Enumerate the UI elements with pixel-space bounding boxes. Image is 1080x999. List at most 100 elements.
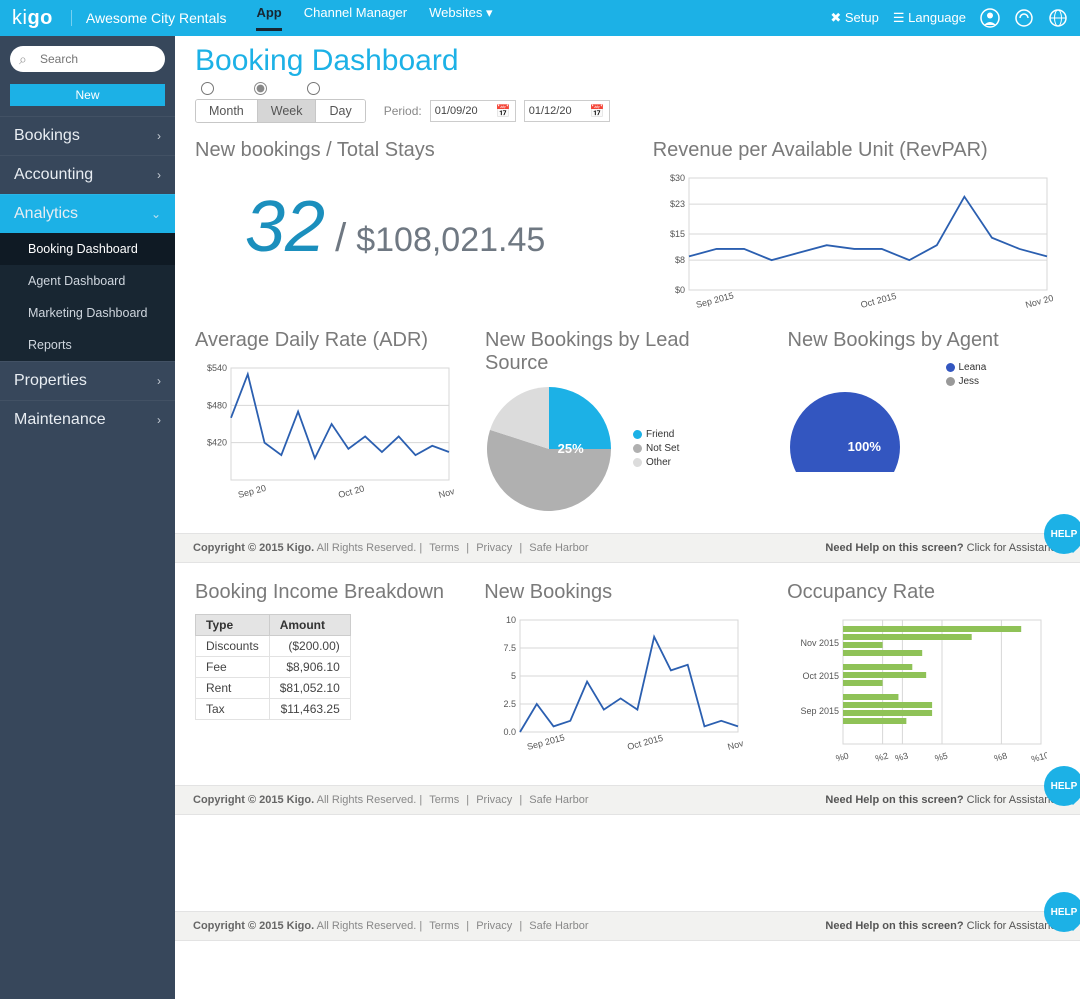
newbookings-title: New Bookings bbox=[484, 581, 757, 604]
svg-text:$540: $540 bbox=[207, 363, 227, 373]
svg-text:Nov 20: Nov 20 bbox=[437, 483, 455, 500]
new-button[interactable]: New bbox=[10, 84, 165, 106]
leadsource-chart: 25% bbox=[485, 385, 615, 515]
search-input[interactable] bbox=[10, 46, 165, 72]
view-radios bbox=[201, 82, 1060, 95]
sidebar-item-properties[interactable]: Properties› bbox=[0, 361, 175, 400]
top-nav: App Channel Manager Websites ▾ bbox=[256, 5, 492, 31]
sidebar-item-bookings[interactable]: Bookings› bbox=[0, 116, 175, 155]
sidebar-subitem[interactable]: Marketing Dashboard bbox=[0, 297, 175, 329]
footer-bar: Copyright © 2015 Kigo. All Rights Reserv… bbox=[175, 785, 1080, 815]
help-bubble[interactable]: HELP bbox=[1044, 514, 1080, 554]
svg-text:$0: $0 bbox=[675, 285, 685, 295]
link-privacy[interactable]: Privacy bbox=[476, 920, 512, 932]
sidebar: ⌕ New Bookings›Accounting›Analytics⌄Book… bbox=[0, 36, 175, 999]
svg-text:Sep 2015: Sep 2015 bbox=[526, 732, 566, 752]
link-safeharbor[interactable]: Safe Harbor bbox=[529, 794, 588, 806]
seg-day[interactable]: Day bbox=[316, 100, 364, 122]
svg-text:%5: %5 bbox=[934, 751, 949, 764]
breakdown-table: TypeAmountDiscounts($200.00)Fee$8,906.10… bbox=[195, 614, 351, 720]
topbar: kigo Awesome City Rentals App Channel Ma… bbox=[0, 0, 1080, 36]
sidebar-item-maintenance[interactable]: Maintenance› bbox=[0, 400, 175, 439]
svg-text:7.5: 7.5 bbox=[504, 643, 517, 653]
breakdown-title: Booking Income Breakdown bbox=[195, 581, 454, 604]
view-mode-segments: Month Week Day bbox=[195, 99, 366, 123]
nav-websites[interactable]: Websites ▾ bbox=[429, 5, 492, 31]
globe-icon[interactable] bbox=[1048, 8, 1068, 28]
svg-text:$420: $420 bbox=[207, 438, 227, 448]
occupancy-chart: %0%2%3%5%8%10Nov 2015Oct 2015Sep 2015 bbox=[787, 614, 1047, 764]
svg-text:25%: 25% bbox=[558, 441, 584, 456]
radio-1[interactable] bbox=[201, 82, 214, 95]
adr-card: Average Daily Rate (ADR) $420$480$540Sep… bbox=[195, 329, 455, 515]
sidebar-subitem[interactable]: Reports bbox=[0, 329, 175, 361]
topbar-right: ✖ Setup ☰ Language bbox=[830, 8, 1068, 28]
copyright: Copyright © 2015 Kigo. bbox=[193, 542, 314, 554]
kpi-card: New bookings / Total Stays 32 / $108,021… bbox=[195, 139, 623, 315]
kpi-count: 32 bbox=[245, 186, 325, 268]
radio-2[interactable] bbox=[254, 82, 267, 95]
svg-text:5: 5 bbox=[511, 671, 516, 681]
date-to[interactable]: 01/12/20📅 bbox=[524, 100, 610, 122]
svg-text:2.5: 2.5 bbox=[504, 699, 517, 709]
svg-text:Sep 20: Sep 20 bbox=[237, 483, 267, 500]
footer-bar: Copyright © 2015 Kigo. All Rights Reserv… bbox=[175, 911, 1080, 941]
svg-text:$30: $30 bbox=[670, 173, 685, 183]
footer-links: | Terms | Privacy | Safe Harbor bbox=[416, 542, 592, 554]
sidebar-subitem[interactable]: Booking Dashboard bbox=[0, 233, 175, 265]
svg-text:Nov 2015: Nov 2015 bbox=[801, 638, 840, 648]
svg-text:%8: %8 bbox=[993, 751, 1008, 764]
language-link[interactable]: ☰ Language bbox=[893, 10, 966, 26]
svg-text:$8: $8 bbox=[675, 255, 685, 265]
copyright: Copyright © 2015 Kigo. bbox=[193, 794, 314, 806]
sidebar-item-accounting[interactable]: Accounting› bbox=[0, 155, 175, 194]
date-from[interactable]: 01/09/20📅 bbox=[430, 100, 516, 122]
link-terms[interactable]: Terms bbox=[429, 794, 459, 806]
radio-3[interactable] bbox=[307, 82, 320, 95]
byagent-chart: 100% bbox=[788, 362, 928, 472]
help-bubble[interactable]: HELP bbox=[1044, 892, 1080, 932]
kpi-total: $108,021.45 bbox=[356, 221, 545, 260]
sidebar-item-analytics[interactable]: Analytics⌄ bbox=[0, 194, 175, 233]
support-icon[interactable] bbox=[1014, 8, 1034, 28]
company-name: Awesome City Rentals bbox=[71, 10, 227, 26]
breakdown-card: Booking Income Breakdown TypeAmountDisco… bbox=[195, 581, 454, 767]
seg-week[interactable]: Week bbox=[258, 100, 317, 122]
byagent-title: New Bookings by Agent bbox=[788, 329, 1061, 352]
link-safeharbor[interactable]: Safe Harbor bbox=[529, 542, 588, 554]
revpar-title: Revenue per Available Unit (RevPAR) bbox=[653, 139, 1060, 162]
leadsource-card: New Bookings by Lead Source 25% FriendNo… bbox=[485, 329, 758, 515]
svg-text:%10: %10 bbox=[1030, 750, 1047, 764]
help-bubble[interactable]: HELP bbox=[1044, 766, 1080, 806]
logo[interactable]: kigo bbox=[12, 7, 53, 30]
link-privacy[interactable]: Privacy bbox=[476, 542, 512, 554]
link-terms[interactable]: Terms bbox=[429, 920, 459, 932]
chevron-down-icon: ▾ bbox=[486, 5, 493, 20]
byagent-card: New Bookings by Agent 100% LeanaJess bbox=[788, 329, 1061, 515]
seg-month[interactable]: Month bbox=[196, 100, 258, 122]
tools-icon: ✖ bbox=[830, 10, 841, 25]
kpi-title: New bookings / Total Stays bbox=[195, 139, 623, 162]
setup-link[interactable]: ✖ Setup bbox=[830, 10, 879, 26]
leadsource-title: New Bookings by Lead Source bbox=[485, 329, 758, 375]
user-icon[interactable] bbox=[980, 8, 1000, 28]
footer-bar: Copyright © 2015 Kigo. All Rights Reserv… bbox=[175, 533, 1080, 563]
sidebar-subitem[interactable]: Agent Dashboard bbox=[0, 265, 175, 297]
link-terms[interactable]: Terms bbox=[429, 542, 459, 554]
svg-text:Oct 2015: Oct 2015 bbox=[859, 291, 897, 310]
svg-text:0.0: 0.0 bbox=[504, 727, 517, 737]
svg-text:Oct 20: Oct 20 bbox=[337, 483, 365, 500]
svg-text:Sep 2015: Sep 2015 bbox=[695, 290, 735, 310]
occupancy-title: Occupancy Rate bbox=[787, 581, 1060, 604]
adr-chart: $420$480$540Sep 20Oct 20Nov 20 bbox=[195, 362, 455, 502]
svg-text:Sep 2015: Sep 2015 bbox=[801, 706, 840, 716]
link-privacy[interactable]: Privacy bbox=[476, 794, 512, 806]
nav-channel-manager[interactable]: Channel Manager bbox=[304, 5, 407, 31]
kpi-sep: / bbox=[335, 216, 346, 261]
nav-app[interactable]: App bbox=[256, 5, 281, 31]
newbookings-chart: 0.02.557.510Sep 2015Oct 2015Nov 2015 bbox=[484, 614, 744, 754]
svg-text:Nov 2015: Nov 2015 bbox=[1024, 290, 1053, 310]
flag-icon: ☰ bbox=[893, 10, 905, 25]
link-safeharbor[interactable]: Safe Harbor bbox=[529, 920, 588, 932]
svg-text:Nov 2015: Nov 2015 bbox=[727, 732, 745, 752]
